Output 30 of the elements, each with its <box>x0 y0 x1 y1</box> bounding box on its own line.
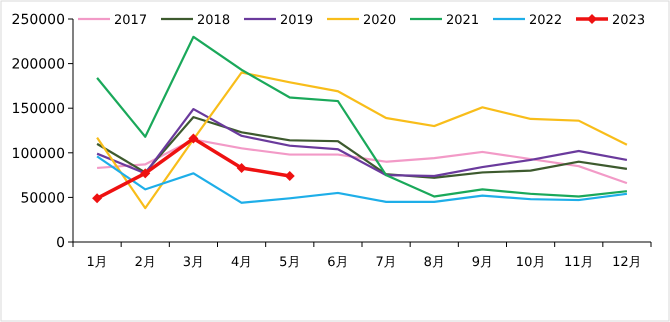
y-tick-label: 50000 <box>20 190 65 206</box>
point <box>140 168 150 178</box>
x-tick-label: 3月 <box>182 255 204 270</box>
legend-label: 2020 <box>363 13 396 28</box>
x-tick-label: 2月 <box>134 255 156 270</box>
x-tick-label: 4月 <box>230 255 252 270</box>
point <box>188 134 198 144</box>
x-tick-label: 1月 <box>86 255 108 270</box>
point <box>284 170 295 181</box>
x-tick-label: 7月 <box>375 255 397 270</box>
legend-label: 2017 <box>114 13 148 28</box>
x-tick-label: 12月 <box>612 255 642 270</box>
legend-label: 2022 <box>529 13 562 28</box>
x-tick-label: 9月 <box>472 255 494 270</box>
y-tick-label: 0 <box>56 235 65 251</box>
x-tick-label: 5月 <box>279 255 300 270</box>
y-tick-label: 250000 <box>12 12 65 28</box>
x-tick-label: 10月 <box>516 255 546 270</box>
x-tick-label: 11月 <box>564 255 594 270</box>
y-tick-label: 150000 <box>12 101 65 118</box>
x-tick-label: 6月 <box>327 255 349 270</box>
legend-label: 2023 <box>612 13 646 28</box>
legend-label: 2018 <box>197 13 230 28</box>
legend-label: 2021 <box>446 13 480 28</box>
point <box>236 162 247 173</box>
y-tick-label: 100000 <box>12 146 65 162</box>
x-tick-label: 8月 <box>424 255 445 270</box>
y-tick-label: 200000 <box>12 56 65 73</box>
point <box>92 193 102 204</box>
legend-label: 2019 <box>280 13 314 28</box>
